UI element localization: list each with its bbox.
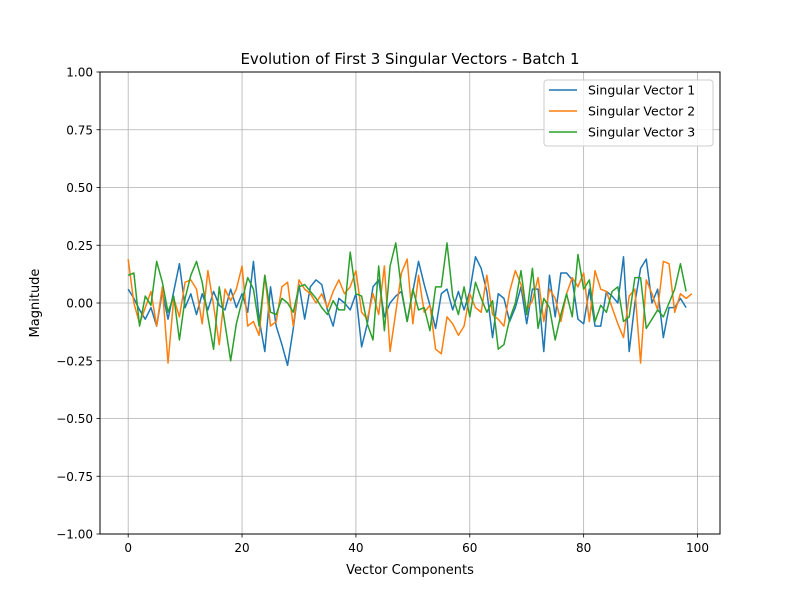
series-line-singular-vector-3 (127, 242, 687, 362)
x-tick-label: 0 (124, 541, 132, 555)
series-line-singular-vector-2 (127, 258, 693, 364)
y-tick-label: −1.00 (56, 528, 93, 542)
x-tick-label: 40 (348, 541, 363, 555)
legend-label: Singular Vector 3 (588, 125, 695, 140)
y-tick-label: −0.50 (56, 412, 93, 426)
legend-label: Singular Vector 1 (588, 83, 695, 98)
legend: Singular Vector 1 Singular Vector 2 Singul… (543, 79, 714, 147)
legend-box (543, 79, 714, 147)
y-tick-label: −0.75 (56, 470, 93, 484)
y-tick-label: 0.25 (66, 239, 93, 253)
legend-label: Singular Vector 2 (588, 104, 695, 119)
y-tick-label: 1.00 (66, 66, 93, 80)
y-tick-label: 0.75 (66, 123, 93, 137)
series-lines (127, 242, 693, 367)
x-tick-label: 100 (686, 541, 709, 555)
y-axis-label: Magnitude (28, 269, 43, 338)
x-tick-label: 60 (462, 541, 477, 555)
chart-title: Evolution of First 3 Singular Vectors - … (240, 50, 579, 68)
y-tick-label: 0.50 (66, 181, 93, 195)
y-tick-label: 0.00 (66, 297, 93, 311)
x-axis-ticks: 0 20 40 60 80 100 (124, 534, 709, 555)
x-axis-label: Vector Components (346, 563, 474, 578)
y-tick-label: −0.25 (56, 354, 93, 368)
x-tick-label: 80 (576, 541, 591, 555)
x-tick-label: 20 (234, 541, 249, 555)
y-axis-ticks: −1.00 −0.75 −0.50 −0.25 0.00 0.25 0.50 0.75 1.00 (56, 66, 100, 542)
